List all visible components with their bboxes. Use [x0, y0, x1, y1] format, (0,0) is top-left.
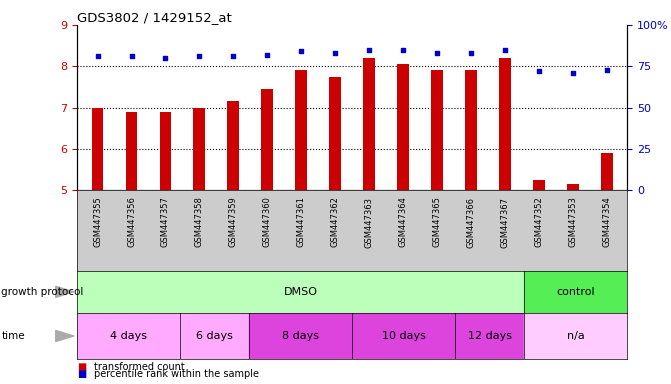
Point [466, 50, 476, 56]
Bar [295, 70, 307, 190]
Point [296, 48, 307, 55]
Point [92, 53, 103, 60]
Bar [125, 112, 138, 190]
Bar [249, 313, 352, 359]
Text: control: control [556, 287, 595, 297]
Bar [329, 76, 342, 190]
Point [432, 50, 443, 56]
Bar [262, 89, 273, 190]
Text: GSM447354: GSM447354 [603, 197, 611, 247]
Bar [397, 64, 409, 190]
Text: GSM447360: GSM447360 [263, 197, 272, 247]
Text: 4 days: 4 days [110, 331, 147, 341]
Text: GSM447356: GSM447356 [127, 197, 136, 247]
Bar [499, 58, 511, 190]
Text: GSM447357: GSM447357 [161, 197, 170, 247]
Text: 10 days: 10 days [382, 331, 426, 341]
Text: GSM447364: GSM447364 [399, 197, 408, 247]
Point [364, 46, 374, 53]
Bar [567, 184, 579, 190]
Text: 6 days: 6 days [197, 331, 233, 341]
Bar [524, 271, 627, 313]
Text: GSM447359: GSM447359 [229, 197, 238, 247]
Text: GSM447363: GSM447363 [365, 197, 374, 248]
Text: 8 days: 8 days [282, 331, 319, 341]
Text: percentile rank within the sample: percentile rank within the sample [94, 369, 259, 379]
Bar [524, 313, 627, 359]
Bar [431, 70, 443, 190]
Bar [180, 313, 249, 359]
Bar [601, 153, 613, 190]
Point [194, 53, 205, 60]
Text: n/a: n/a [567, 331, 584, 341]
Text: GDS3802 / 1429152_at: GDS3802 / 1429152_at [77, 11, 232, 24]
Point [398, 46, 409, 53]
Text: GSM447353: GSM447353 [568, 197, 578, 247]
Text: ■: ■ [77, 362, 87, 372]
Text: time: time [1, 331, 25, 341]
Text: ■: ■ [77, 369, 87, 379]
Text: GSM447366: GSM447366 [466, 197, 476, 248]
Text: GSM447361: GSM447361 [297, 197, 306, 247]
Text: GSM447355: GSM447355 [93, 197, 102, 247]
Point [126, 53, 137, 60]
Text: 12 days: 12 days [468, 331, 512, 341]
Text: GSM447362: GSM447362 [331, 197, 340, 247]
Bar [465, 70, 477, 190]
Bar [160, 112, 171, 190]
Text: GSM447358: GSM447358 [195, 197, 204, 247]
Point [500, 46, 511, 53]
Text: growth protocol: growth protocol [1, 287, 84, 297]
Point [160, 55, 171, 61]
Text: transformed count: transformed count [94, 362, 185, 372]
Point [602, 66, 613, 73]
Text: GSM447352: GSM447352 [535, 197, 544, 247]
Text: DMSO: DMSO [284, 287, 317, 297]
Point [228, 53, 239, 60]
Bar [363, 58, 375, 190]
Bar [92, 108, 103, 190]
Text: GSM447365: GSM447365 [433, 197, 442, 247]
Bar [193, 108, 205, 190]
Text: GSM447367: GSM447367 [501, 197, 509, 248]
Point [262, 51, 272, 58]
Polygon shape [56, 331, 74, 341]
Point [533, 68, 544, 74]
Bar [77, 271, 524, 313]
Bar [456, 313, 524, 359]
Bar [533, 180, 545, 190]
Point [330, 50, 341, 56]
Point [568, 70, 578, 76]
Bar [77, 313, 180, 359]
Bar [352, 313, 456, 359]
Bar [227, 101, 240, 190]
Polygon shape [56, 286, 74, 297]
